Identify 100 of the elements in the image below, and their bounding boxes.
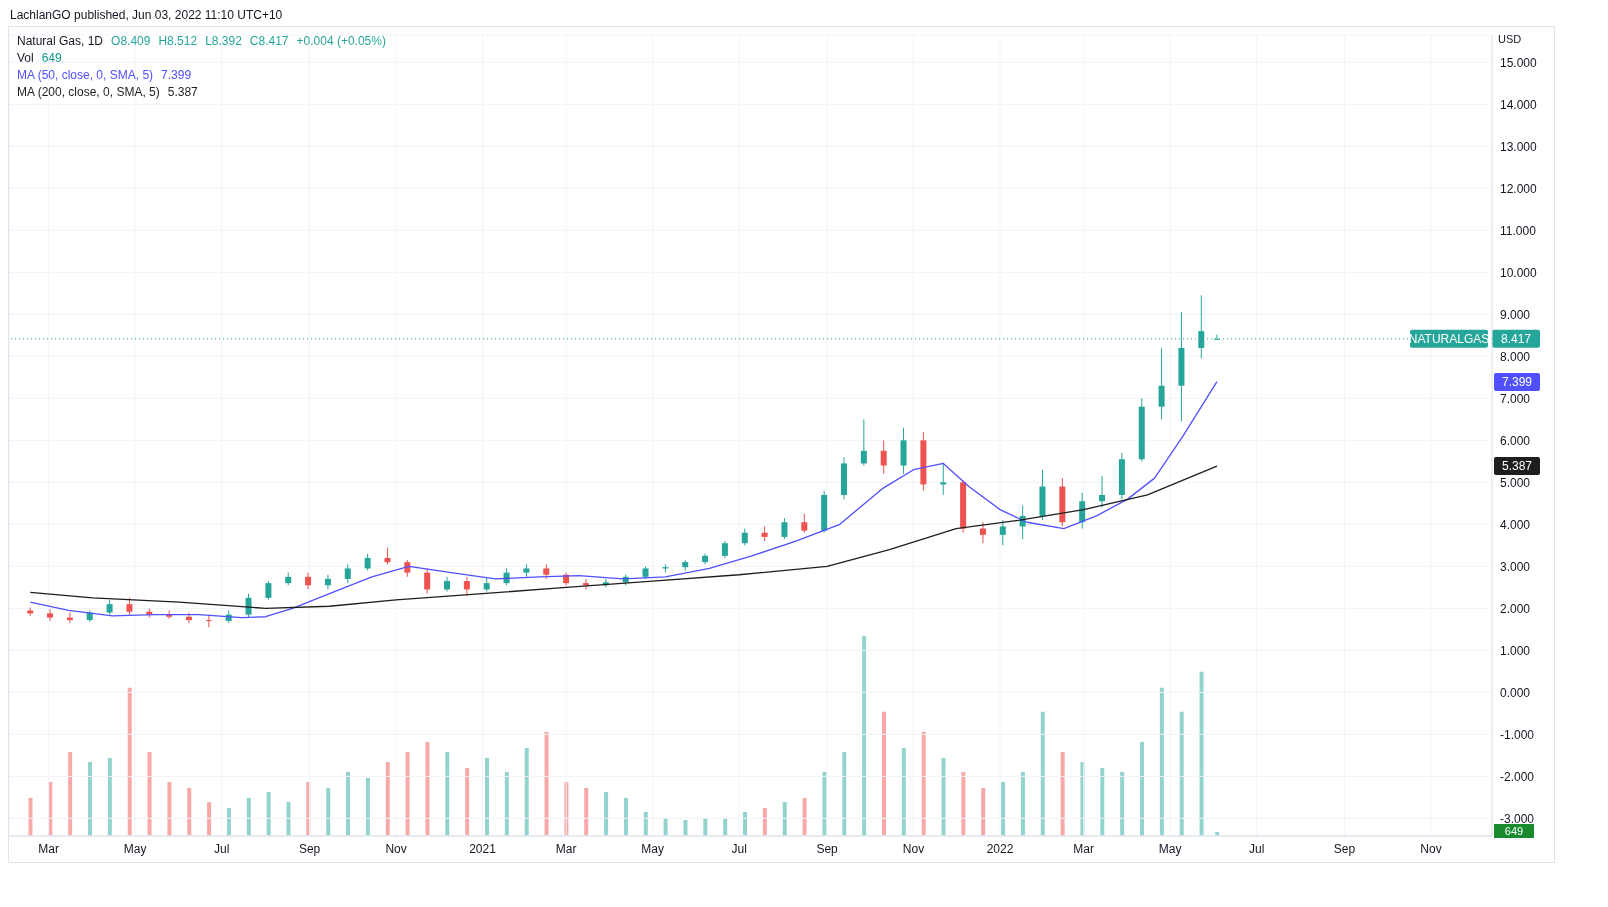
x-tick-label: Nov [385, 841, 407, 856]
bar [1060, 751, 1065, 836]
annotation: L8.392 [205, 34, 242, 48]
bar [465, 767, 470, 836]
x-tick-label: Jul [1248, 841, 1265, 856]
bar [921, 731, 926, 836]
bar [127, 687, 132, 836]
x-tick-label: Sep [1333, 841, 1356, 856]
bar [1001, 781, 1006, 836]
y-tick-label: 11.000 [1500, 223, 1537, 238]
candlestick [265, 580, 272, 601]
bar [266, 791, 271, 836]
candlestick [344, 563, 351, 584]
bar [762, 807, 767, 836]
bar [226, 807, 231, 836]
y-tick-label: 2.000 [1500, 601, 1531, 616]
bar [981, 787, 986, 836]
y-tick-label: 14.000 [1500, 97, 1538, 112]
y-tick-label: 5.000 [1500, 475, 1531, 490]
bar [385, 761, 390, 836]
x-tick-label: Nov [902, 841, 925, 856]
x-tick-label: May [1158, 841, 1182, 856]
annotation: O8.409 [111, 34, 151, 48]
y-tick-label: 13.000 [1500, 139, 1538, 154]
bar [584, 787, 589, 836]
x-tick-label: Sep [816, 841, 839, 856]
bar [961, 771, 966, 836]
candlestick [999, 519, 1006, 546]
candlestick [582, 578, 589, 590]
bar [604, 791, 609, 836]
x-tick-label: Nov [1420, 841, 1442, 856]
ref-line-label: NATURALGAS [1408, 331, 1490, 346]
x-tick-label: Mar [555, 841, 577, 856]
bar [1159, 687, 1164, 836]
bar [544, 731, 549, 836]
bar [623, 797, 628, 836]
bar [1179, 711, 1184, 836]
bar [405, 751, 410, 836]
y-axis-title: USD [1498, 33, 1522, 45]
candlestick [463, 576, 470, 597]
x-tick-label: Jul [214, 841, 230, 856]
bar [68, 751, 73, 836]
text: 649 [41, 51, 62, 65]
candlestick [940, 462, 947, 496]
bar [643, 811, 648, 836]
bar [1120, 771, 1125, 836]
bar [147, 751, 152, 836]
candlestick [801, 513, 808, 534]
x-tick-label: May [641, 841, 665, 856]
text: 5.387 [1501, 459, 1533, 474]
annotation: C8.417 [249, 34, 289, 48]
bar [1140, 741, 1145, 836]
bar [445, 751, 450, 836]
y-tick-label: 0.000 [1500, 685, 1531, 700]
bar [484, 757, 489, 836]
bar [1040, 711, 1045, 836]
annotation: 5.387 [167, 85, 198, 99]
bar [207, 801, 212, 836]
annotation: 7.399 [161, 68, 192, 82]
text: MA (200, close, 0, SMA, 5) [17, 85, 160, 99]
annotation: +0.004 (+0.05%) [296, 34, 386, 48]
chart-title: Vol [17, 51, 34, 65]
x-tick-label: 2022 [986, 841, 1014, 856]
bar [88, 761, 93, 836]
bar [862, 635, 867, 836]
bar [802, 797, 807, 836]
bar [365, 777, 370, 836]
text: LachlanGO published, Jun 03, 2022 11:10 UTC+10 [9, 8, 284, 24]
line-series [29, 465, 1218, 609]
y-tick-label: 3.000 [1500, 559, 1531, 574]
bar [524, 747, 529, 836]
candlestick [424, 567, 431, 595]
y-tick-label: 4.000 [1500, 517, 1531, 532]
bar [1020, 771, 1025, 836]
y-tick-label: -1.000 [1500, 727, 1535, 742]
y-tick-label: -2.000 [1500, 769, 1535, 784]
bar [286, 801, 291, 836]
chart-title: Natural Gas, 1D [17, 34, 104, 48]
candlestick [245, 593, 252, 619]
bar [346, 771, 351, 836]
bar [683, 819, 688, 836]
bar [842, 751, 847, 836]
bar [28, 797, 33, 836]
bar [1100, 767, 1105, 836]
bar [822, 771, 827, 836]
text: MA (50, close, 0, SMA, 5) [17, 68, 154, 82]
annotation: H8.512 [158, 34, 198, 48]
x-tick-label: Mar [38, 841, 60, 856]
x-tick-label: Mar [1073, 841, 1095, 856]
candlestick [1099, 475, 1106, 509]
bar [326, 787, 331, 836]
y-tick-label: 6.000 [1500, 433, 1531, 448]
bar [782, 801, 787, 836]
bar [425, 741, 430, 836]
bar [167, 781, 172, 836]
bar [941, 757, 946, 836]
candlestick [880, 439, 887, 475]
bar [187, 787, 192, 836]
candlestick [1158, 347, 1165, 420]
x-tick-label: May [123, 841, 147, 856]
